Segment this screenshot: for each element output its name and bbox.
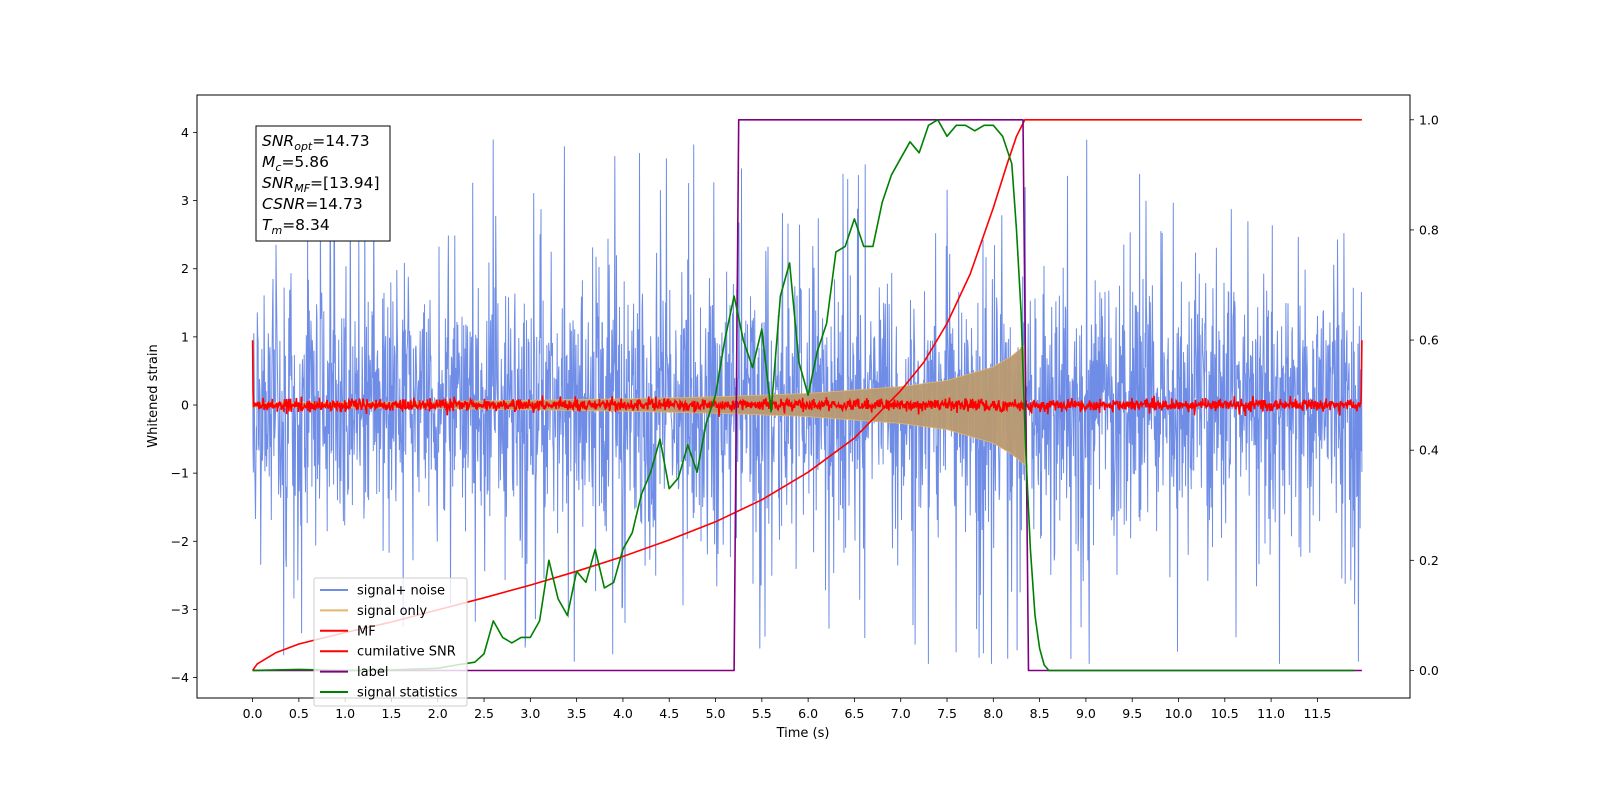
x-tick-label: 10.0 [1165,706,1193,721]
mf-line [251,340,1363,417]
x-tick-label: 1.5 [382,706,402,721]
info-subscript: opt [294,140,313,153]
info-symbol: SNR [262,174,294,192]
info-line: SNRopt=14.73 [262,132,370,153]
legend-label: MF [357,624,376,639]
x-tick-label: 6.0 [798,706,818,721]
y-tick-label: 1 [181,329,189,344]
x-tick-label: 3.0 [520,706,540,721]
info-value: =5.86 [281,153,329,171]
series-mf [251,340,1363,417]
series-signal-noise [252,139,1363,664]
info-box: SNRopt=14.73Mc=5.86SNRMF=[13.94]CSNR=14.… [255,125,391,242]
info-box-frame [255,125,391,242]
x-tick-label: 1.0 [335,706,355,721]
signal-noise-line [252,139,1363,664]
y-tick-label: 4 [181,125,189,140]
x-tick-label: 11.0 [1257,706,1285,721]
x-tick-label: 7.0 [891,706,911,721]
y-tick-label: −4 [171,670,189,685]
info-value: =14.73 [305,195,362,213]
legend-label: label [357,665,388,680]
x-axis-label: Time (s) [776,726,830,741]
y-tick-label: 0 [181,398,189,413]
x-tick-label: 10.5 [1211,706,1239,721]
y-tick-label: −1 [171,466,189,481]
legend-label: signal only [357,604,427,619]
x-tick-label: 5.0 [706,706,726,721]
legend: signal+ noise signal only MF cumilative SNR… [313,577,468,707]
x-tick-label: 9.0 [1076,706,1096,721]
signal-statistics-line [252,119,1355,672]
x-tick-label: 4.0 [613,706,633,721]
y-right-tick-label: 0.4 [1419,443,1439,458]
info-symbol: CSNR [262,195,305,213]
x-tick-label: 5.5 [752,706,772,721]
x-tick-label: 0.0 [243,706,263,721]
info-symbol: T [262,216,273,234]
series-signal-statistics [252,119,1355,672]
plot-frame [196,94,1411,699]
x-tick-label: 3.5 [567,706,587,721]
y-right-tick-label: 0.8 [1419,222,1439,237]
x-tick-label: 8.0 [983,706,1003,721]
x-tick-label: 2.0 [428,706,448,721]
x-tick-label: 6.5 [844,706,864,721]
info-value: =14.73 [312,132,369,150]
y-right-tick-label: 0.6 [1419,333,1439,348]
info-subscript: m [271,224,282,237]
info-line: Tm=8.34 [262,216,330,237]
info-value: =8.34 [282,216,330,234]
y-tick-label: −2 [171,534,189,549]
y-right-tick-label: 0.0 [1419,663,1439,678]
info-symbol: SNR [262,132,294,150]
y-tick-label: −3 [171,602,189,617]
x-tick-label: 4.5 [659,706,679,721]
x-tick-label: 0.5 [289,706,309,721]
info-line: Mc=5.86 [262,153,329,174]
y-tick-label: 2 [181,261,189,276]
info-line: SNRMF=[13.94] [262,174,380,195]
legend-label: cumilative SNR [357,645,456,660]
x-tick-label: 9.5 [1122,706,1142,721]
info-value: =[13.94] [310,174,379,192]
info-subscript: MF [294,182,310,195]
x-tick-label: 7.5 [937,706,957,721]
legend-label: signal statistics [357,686,458,701]
legend-label: signal+ noise [357,584,445,599]
y-axis-label: Whitened strain [146,344,161,447]
info-subscript: c [275,161,281,174]
y-tick-label: 3 [181,193,189,208]
x-tick-label: 8.5 [1030,706,1050,721]
y-right-tick-label: 0.2 [1419,553,1439,568]
info-line: CSNR=14.73 [262,195,363,213]
x-tick-label: 2.5 [474,706,494,721]
y-right-tick-label: 1.0 [1419,112,1439,127]
axes: 0.0 0.5 1.0 1.5 2.0 2.5 3.0 3.5 4.0 4.5 5.0 5.5 6.0 6… [171,112,1439,721]
x-tick-label: 11.5 [1303,706,1331,721]
legend-frame [313,577,468,707]
info-symbol: M [262,153,275,171]
